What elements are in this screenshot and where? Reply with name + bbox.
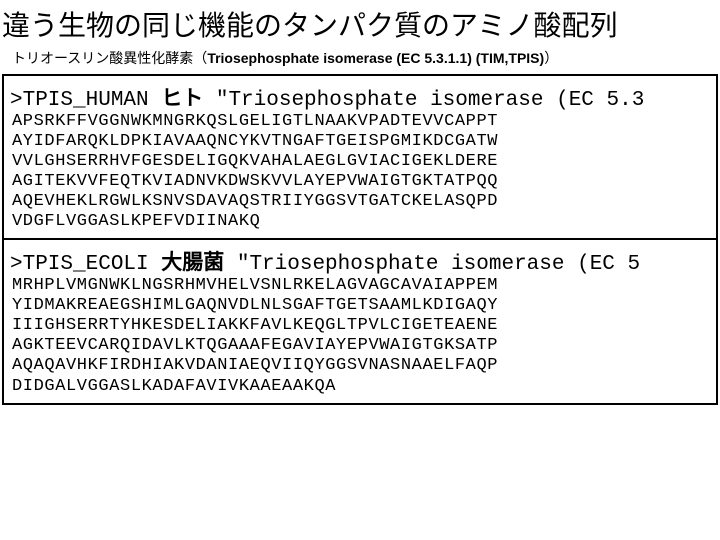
sequence-entry-human: >TPIS_HUMAN ヒト "Triosephosphate isomeras… (4, 76, 716, 238)
fasta-desc: "Triosephosphate isomerase (EC 5.3 (203, 89, 644, 112)
sequence-entry-ecoli: >TPIS_ECOLI 大腸菌 "Triosephosphate isomera… (4, 238, 716, 402)
fasta-id: >TPIS_HUMAN (10, 89, 161, 112)
fasta-organism-jp: 大腸菌 (161, 250, 224, 274)
fasta-organism-jp: ヒト (161, 86, 203, 110)
page-title: 違う生物の同じ機能のタンパク質のアミノ酸配列 (0, 0, 720, 46)
fasta-header-human: >TPIS_HUMAN ヒト "Triosephosphate isomeras… (4, 76, 716, 112)
enzyme-subtitle: トリオースリン酸異性化酵素（Triosephosphate isomerase … (0, 46, 720, 74)
sequence-text-ecoli: MRHPLVMGNWKLNGSRHMVHELVSNLRKELAGVAGCAVAI… (4, 276, 716, 402)
subtitle-bold: Triosephosphate isomerase (EC 5.3.1.1) (… (207, 50, 544, 66)
sequence-box: >TPIS_HUMAN ヒト "Triosephosphate isomeras… (2, 74, 718, 405)
fasta-header-ecoli: >TPIS_ECOLI 大腸菌 "Triosephosphate isomera… (4, 240, 716, 276)
fasta-id: >TPIS_ECOLI (10, 253, 161, 276)
fasta-desc: "Triosephosphate isomerase (EC 5 (224, 253, 640, 276)
sequence-text-human: APSRKFFVGGNWKMNGRKQSLGELIGTLNAAKVPADTEVV… (4, 112, 716, 238)
subtitle-close: ） (544, 50, 558, 66)
subtitle-jp: トリオースリン酸異性化酵素（ (12, 50, 207, 66)
